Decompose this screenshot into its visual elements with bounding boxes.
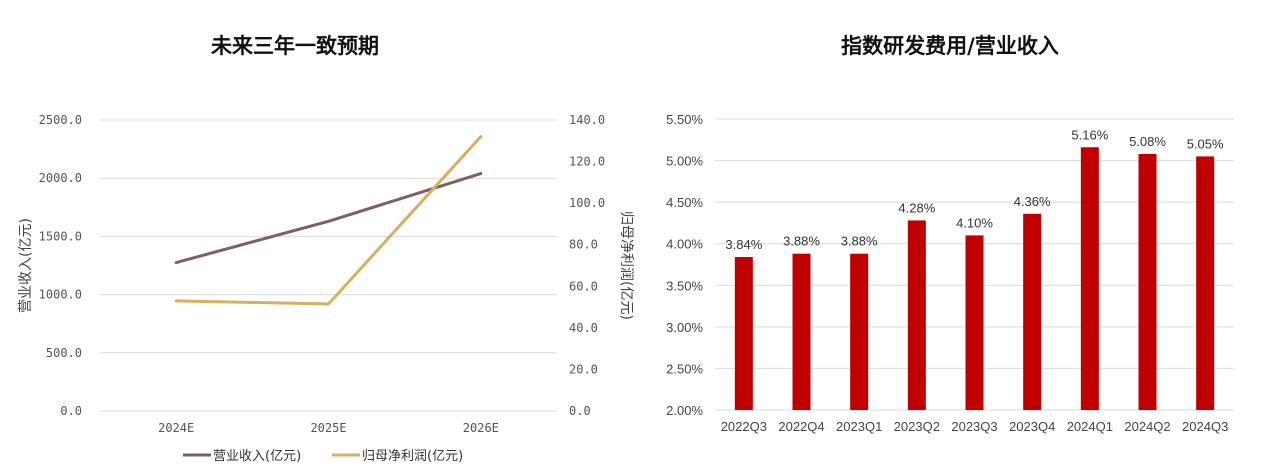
- bar: [907, 220, 926, 410]
- right-chart-title: 指数研发费用/营业收入: [841, 33, 1059, 58]
- y2-tick-label: 60.0: [569, 279, 598, 293]
- data-label: 4.36%: [1014, 194, 1051, 209]
- data-label: 4.10%: [956, 215, 993, 230]
- y2-tick-label: 20.0: [569, 362, 598, 376]
- legend-label: 归母净利润(亿元): [362, 449, 463, 464]
- y2-tick-label: 120.0: [569, 155, 605, 169]
- series-line-2: [174, 135, 483, 306]
- y-tick-label: 3.00%: [666, 320, 703, 335]
- x-tick-label: 2024Q1: [1067, 419, 1113, 434]
- y-tick-label: 1500.0: [39, 229, 82, 243]
- bar: [1080, 147, 1099, 411]
- x-tick-label: 2026E: [463, 421, 499, 435]
- data-label: 5.08%: [1129, 134, 1166, 149]
- data-label: 3.84%: [725, 237, 762, 252]
- y2-axis-title: 归母净利润(亿元): [618, 211, 635, 320]
- bar: [850, 253, 869, 410]
- y-tick-label: 500.0: [46, 346, 82, 360]
- y-tick-label: 1000.0: [39, 288, 82, 302]
- y-tick-label: 2000.0: [39, 171, 82, 185]
- y-tick-label: 0.0: [60, 404, 82, 418]
- bar: [734, 257, 753, 410]
- y-tick-label: 5.00%: [666, 154, 703, 169]
- y-tick-label: 2.00%: [666, 403, 703, 418]
- bar: [1138, 153, 1157, 411]
- y-axis-title: 营业收入(亿元): [18, 218, 34, 313]
- data-label: 4.28%: [898, 200, 935, 215]
- left-chart-title: 未来三年一致预期: [211, 33, 379, 58]
- y2-tick-label: 80.0: [569, 238, 598, 252]
- y-tick-label: 3.50%: [666, 278, 703, 293]
- data-label: 3.88%: [841, 234, 878, 249]
- y2-tick-label: 0.0: [569, 404, 591, 418]
- x-tick-label: 2024E: [158, 421, 194, 435]
- x-tick-label: 2023Q4: [1009, 419, 1055, 434]
- x-tick-label: 2023Q3: [951, 419, 997, 434]
- data-label: 3.88%: [783, 234, 820, 249]
- bar: [965, 235, 984, 410]
- x-tick-label: 2024Q3: [1182, 419, 1228, 434]
- data-label: 5.05%: [1187, 136, 1224, 151]
- y-tick-label: 2.50%: [666, 361, 703, 376]
- x-tick-label: 2024Q2: [1124, 419, 1170, 434]
- series-line-1: [174, 172, 483, 265]
- bar: [792, 253, 811, 410]
- y-tick-label: 5.50%: [666, 112, 703, 127]
- y2-tick-label: 100.0: [569, 196, 605, 210]
- y2-tick-label: 40.0: [569, 321, 598, 335]
- legend-label: 营业收入(亿元): [213, 449, 301, 464]
- y-tick-label: 4.00%: [666, 237, 703, 252]
- y2-tick-label: 140.0: [569, 113, 605, 127]
- y-tick-label: 4.50%: [666, 195, 703, 210]
- bar: [1023, 213, 1042, 410]
- bar: [1196, 156, 1215, 410]
- data-label: 5.16%: [1071, 127, 1108, 142]
- x-tick-label: 2025E: [310, 421, 346, 435]
- y-tick-label: 2500.0: [39, 113, 82, 127]
- x-tick-label: 2023Q2: [894, 419, 940, 434]
- x-tick-label: 2022Q3: [721, 419, 767, 434]
- x-tick-label: 2023Q1: [836, 419, 882, 434]
- x-tick-label: 2022Q4: [778, 419, 824, 434]
